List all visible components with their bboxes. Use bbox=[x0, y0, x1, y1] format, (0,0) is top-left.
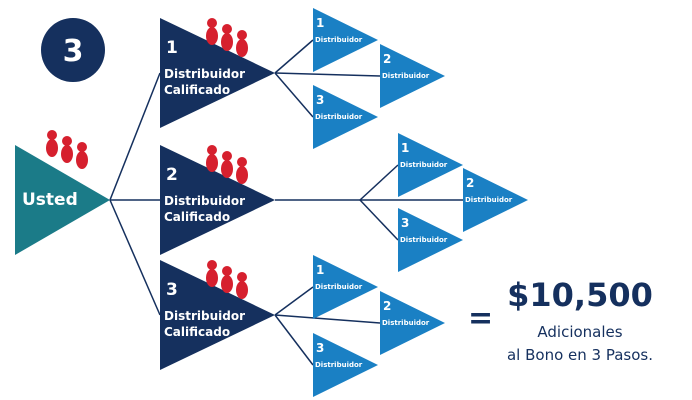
step-badge bbox=[41, 18, 105, 82]
distributor-label: Distribuidor bbox=[315, 283, 363, 291]
distributor-label: Distribuidor bbox=[382, 72, 430, 80]
branch-label: Calificado bbox=[164, 210, 230, 224]
branch-number: 1 bbox=[166, 38, 178, 58]
connector bbox=[274, 314, 314, 366]
branch-label: Calificado bbox=[164, 83, 230, 97]
branch-label: Distribuidor bbox=[164, 67, 245, 81]
connector bbox=[109, 72, 161, 201]
person-head bbox=[237, 157, 247, 167]
branch-label: Calificado bbox=[164, 325, 230, 339]
result-line: al Bono en 3 Pasos. bbox=[507, 346, 653, 364]
distributor-label: Distribuidor bbox=[382, 319, 430, 327]
distributor-number: 2 bbox=[466, 176, 474, 190]
person-body bbox=[61, 145, 73, 163]
person-head bbox=[207, 260, 217, 270]
connector bbox=[274, 286, 314, 316]
connector bbox=[274, 72, 314, 118]
distributor-number: 1 bbox=[316, 263, 324, 277]
distributor-label: Distribuidor bbox=[315, 36, 363, 44]
distributor-triangle bbox=[313, 8, 378, 72]
branch-label: Distribuidor bbox=[164, 309, 245, 323]
person-head bbox=[237, 272, 247, 282]
distributor-triangle bbox=[313, 255, 378, 319]
distributor-triangle bbox=[380, 44, 445, 108]
person-head bbox=[77, 142, 87, 152]
qualified-triangle bbox=[160, 145, 275, 255]
distributor-number: 1 bbox=[316, 16, 324, 30]
root-label: Usted bbox=[22, 190, 78, 210]
distributor-number: 2 bbox=[383, 299, 391, 313]
distributor-number: 3 bbox=[316, 93, 324, 107]
person-body bbox=[206, 27, 218, 45]
person-body bbox=[236, 281, 248, 299]
distributor-label: Distribuidor bbox=[400, 236, 448, 244]
connector bbox=[274, 314, 381, 324]
distributor-label: Distribuidor bbox=[315, 113, 363, 121]
distributor-triangle bbox=[313, 85, 378, 149]
person-body bbox=[206, 154, 218, 172]
connector bbox=[359, 199, 399, 241]
qualified-triangle bbox=[160, 260, 275, 370]
result-line: Adicionales bbox=[537, 323, 622, 341]
person-body bbox=[221, 275, 233, 293]
person-body bbox=[221, 160, 233, 178]
distributor-triangle bbox=[398, 208, 463, 272]
distributor-label: Distribuidor bbox=[315, 361, 363, 369]
distributor-triangle bbox=[380, 291, 445, 355]
distributor-number: 2 bbox=[383, 52, 391, 66]
distributor-label: Distribuidor bbox=[465, 196, 513, 204]
connector bbox=[359, 164, 399, 201]
person-body bbox=[236, 166, 248, 184]
person-head bbox=[207, 18, 217, 28]
person-body bbox=[46, 139, 58, 157]
root-triangle bbox=[15, 145, 110, 255]
person-head bbox=[207, 145, 217, 155]
person-head bbox=[222, 266, 232, 276]
distributor-triangle bbox=[313, 333, 378, 397]
connector bbox=[109, 199, 161, 316]
person-body bbox=[236, 39, 248, 57]
person-body bbox=[76, 151, 88, 169]
distributor-triangle bbox=[398, 133, 463, 197]
result-amount: $10,500 bbox=[507, 276, 653, 314]
branch-label: Distribuidor bbox=[164, 194, 245, 208]
distributor-number: 1 bbox=[401, 141, 409, 155]
branch-number: 3 bbox=[166, 280, 178, 300]
qualified-triangle bbox=[160, 18, 275, 128]
connector bbox=[274, 39, 314, 74]
distributor-number: 3 bbox=[316, 341, 324, 355]
person-body bbox=[206, 269, 218, 287]
distributor-triangle bbox=[463, 168, 528, 232]
distributor-label: Distribuidor bbox=[400, 161, 448, 169]
person-head bbox=[222, 24, 232, 34]
connector bbox=[274, 72, 381, 77]
branch-number: 2 bbox=[166, 165, 178, 185]
person-head bbox=[47, 130, 57, 140]
step-number: 3 bbox=[63, 34, 84, 69]
person-head bbox=[237, 30, 247, 40]
person-head bbox=[62, 136, 72, 146]
equals-sign: = bbox=[468, 301, 493, 336]
person-head bbox=[222, 151, 232, 161]
distributor-number: 3 bbox=[401, 216, 409, 230]
person-body bbox=[221, 33, 233, 51]
